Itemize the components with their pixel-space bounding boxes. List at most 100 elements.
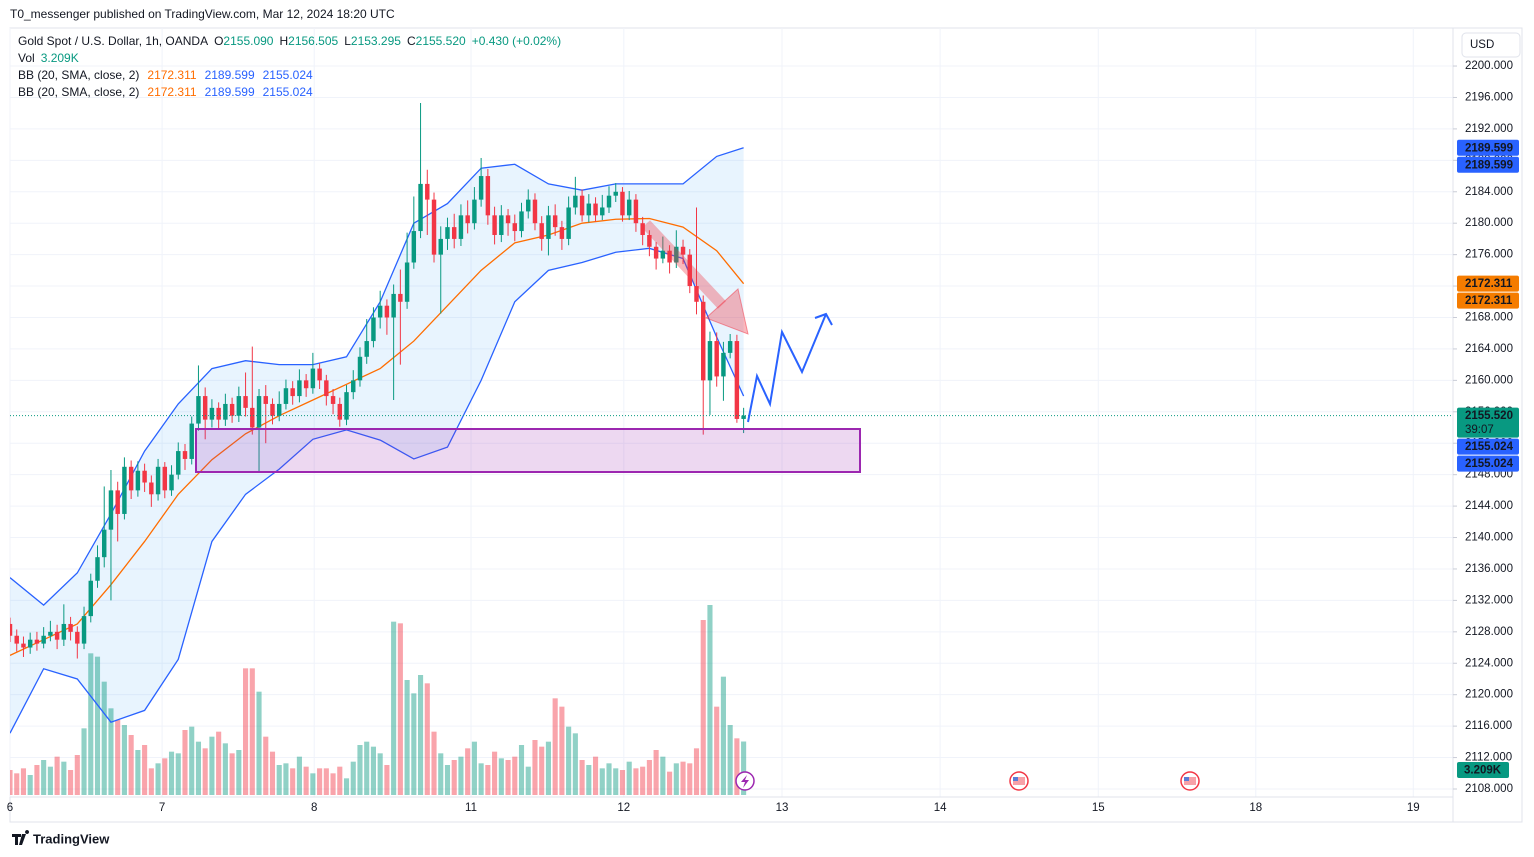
candle-body (68, 623, 73, 632)
candle-body (27, 639, 33, 648)
volume-bar (364, 741, 370, 795)
volume-bar (135, 750, 141, 795)
candle-body (505, 215, 511, 224)
candle-body (135, 470, 141, 491)
candle-body (552, 215, 558, 228)
bb-lower: 2155.024 (263, 85, 313, 99)
candle-body (330, 396, 336, 404)
candle-body (741, 415, 746, 419)
volume-bar (155, 763, 161, 795)
candle-body (357, 356, 363, 381)
candle-body (586, 203, 592, 216)
candle-body (149, 482, 154, 495)
y-tick-label: 2128.000 (1465, 626, 1513, 638)
volume-bar (465, 748, 471, 795)
volume-bar (592, 756, 599, 795)
publisher: T0_messenger published on TradingView.co… (10, 7, 395, 21)
volume-bar (148, 768, 154, 795)
event-icon-bolt (741, 775, 749, 788)
volume-bar (175, 753, 181, 795)
volume-bar (492, 751, 498, 795)
candle-body (54, 631, 60, 640)
bb-name: BB (20, SMA, close, 2) (18, 68, 139, 82)
candle-body (472, 199, 477, 224)
volume-bar (276, 765, 282, 795)
candle-body (276, 403, 282, 416)
candle-body (337, 403, 343, 420)
volume-bar (539, 746, 545, 795)
volume-bar (438, 753, 444, 795)
volume-bar (653, 750, 659, 795)
bb-name: BB (20, SMA, close, 2) (18, 85, 139, 99)
volume-bar (74, 755, 80, 795)
c-value: 2155.520 (416, 34, 466, 48)
candle-body (162, 466, 168, 491)
y-tick-label: 2136.000 (1465, 563, 1513, 575)
y-tick-label: 2148.000 (1465, 469, 1513, 481)
x-tick-label: 14 (934, 802, 947, 814)
volume-bar (687, 763, 693, 795)
candle-body (216, 407, 221, 420)
volume-bar (41, 760, 47, 795)
volume-bar (471, 741, 477, 795)
plot (10, 102, 1453, 795)
volume-bar (115, 720, 121, 795)
volume-bar (34, 765, 40, 795)
zone-rectangle (195, 428, 861, 473)
y-tick-label: 2120.000 (1465, 689, 1513, 701)
candle-body (667, 250, 672, 263)
candle-body (391, 293, 396, 318)
brand: TradingView (33, 831, 110, 846)
band-lower (10, 247, 745, 734)
candle-body (364, 341, 369, 357)
volume-bar (337, 766, 343, 795)
x-tick-label: 18 (1249, 802, 1262, 814)
flag-icon (1184, 777, 1189, 781)
volume-bar (700, 620, 706, 795)
volume-bar (626, 761, 632, 795)
grid (9, 28, 1453, 797)
volume-bar (54, 756, 60, 795)
candle-body (14, 635, 19, 644)
y-tick-label: 2184.000 (1465, 186, 1513, 198)
candle-body (438, 238, 443, 255)
candle-body (519, 211, 524, 232)
y-tick-label: 2108.000 (1465, 783, 1513, 795)
volume-bar (734, 738, 740, 795)
volume-bar (377, 753, 383, 795)
vol-value: 3.209K (41, 51, 79, 65)
candle-body (303, 380, 309, 389)
candle-body (451, 227, 457, 239)
volume-bar (357, 745, 363, 795)
candle-body (680, 246, 686, 255)
candle-body (48, 631, 53, 636)
volume-bar (505, 760, 511, 795)
volume-bar (256, 691, 262, 795)
x-tick-label: 15 (1092, 802, 1105, 814)
bb-upper: 2189.599 (205, 85, 255, 99)
candle-body (593, 203, 598, 216)
candle-body (411, 231, 417, 263)
candle-body (734, 341, 740, 419)
candle-body (633, 199, 639, 224)
candle-body (727, 341, 733, 353)
candle-body (404, 262, 410, 302)
bb-upper: 2189.599 (205, 68, 255, 82)
currency-button[interactable] (1461, 32, 1521, 58)
volume-bar (94, 656, 101, 795)
candle-body (626, 199, 632, 216)
candle-body (297, 380, 302, 397)
candle-body (707, 341, 713, 381)
volume-bar (532, 740, 538, 795)
candle-body (81, 616, 87, 644)
price-badge (1457, 455, 1519, 472)
volume-bar (162, 758, 168, 795)
band-fill (10, 147, 744, 734)
candle-body (236, 396, 242, 416)
candle-body (512, 223, 518, 232)
legend-line: Vol 3.209K (18, 51, 79, 65)
candle-body (202, 396, 208, 420)
volume-bar (189, 726, 195, 795)
volume-bar (485, 765, 491, 795)
